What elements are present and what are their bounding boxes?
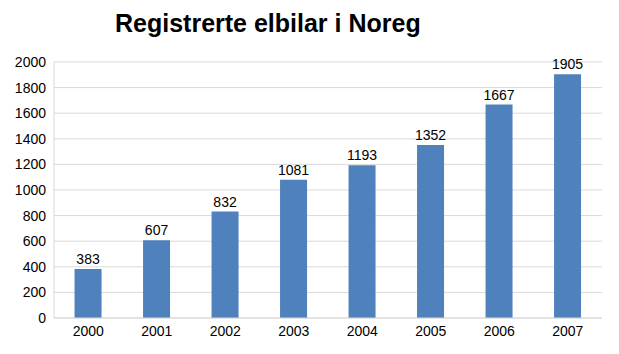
svg-text:607: 607 — [145, 222, 169, 238]
svg-text:1000: 1000 — [15, 182, 46, 198]
html-text:Registrerte elbilar i Noreg: Registrerte elbilar i Noreg — [115, 9, 421, 37]
svg-text:2007: 2007 — [552, 323, 583, 339]
svg-text:200: 200 — [23, 284, 47, 300]
svg-text:1200: 1200 — [15, 156, 46, 172]
svg-text:1800: 1800 — [15, 80, 46, 96]
svg-text:2005: 2005 — [415, 323, 446, 339]
svg-text:1600: 1600 — [15, 105, 46, 121]
svg-text:2003: 2003 — [278, 323, 309, 339]
svg-text:1193: 1193 — [347, 147, 377, 163]
svg-text:800: 800 — [23, 208, 47, 224]
svg-text:1081: 1081 — [278, 162, 309, 178]
svg-text:2004: 2004 — [347, 323, 378, 339]
svg-text:832: 832 — [213, 194, 237, 210]
svg-text:2000: 2000 — [15, 54, 46, 70]
svg-text:2001: 2001 — [141, 323, 172, 339]
svg-text:1400: 1400 — [15, 131, 46, 147]
svg-text:1905: 1905 — [552, 56, 583, 72]
svg-text:0: 0 — [38, 310, 46, 326]
svg-text:2006: 2006 — [484, 323, 515, 339]
svg-text:600: 600 — [23, 233, 47, 249]
svg-text:383: 383 — [76, 251, 100, 267]
svg-text:2000: 2000 — [73, 323, 104, 339]
svg-text:1352: 1352 — [415, 127, 446, 143]
svg-text:400: 400 — [23, 259, 47, 275]
svg-text:1667: 1667 — [483, 87, 514, 103]
svg-text:2002: 2002 — [210, 323, 241, 339]
